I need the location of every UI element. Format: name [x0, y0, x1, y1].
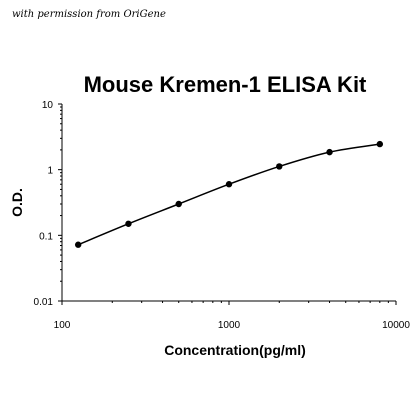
data-point	[376, 140, 384, 148]
data-points	[74, 140, 384, 248]
data-point	[276, 163, 283, 170]
x-tick-label: 10000	[382, 320, 410, 331]
data-point	[125, 220, 132, 227]
y-axis-label: O.D.	[9, 188, 25, 217]
y-tick-label: 0.01	[34, 297, 54, 308]
data-point	[326, 148, 333, 156]
chart-axes	[61, 104, 396, 302]
tick-group: 0.01 0.1 1 10 100 1000 10000	[34, 100, 411, 331]
y-tick-label: 0.1	[39, 231, 53, 242]
y-tick-label: 10	[42, 100, 54, 111]
data-point	[225, 181, 233, 188]
data-point	[74, 241, 82, 248]
data-point	[175, 200, 182, 208]
x-tick-label: 100	[54, 320, 71, 331]
watermark-text: with permission from OriGene	[12, 9, 166, 20]
chart-title: Mouse Kremen-1 ELISA Kit	[83, 72, 367, 97]
fit-curve	[77, 143, 380, 246]
x-axis-label: Concentration(pg/ml)	[164, 342, 306, 358]
x-tick-label: 1000	[218, 320, 241, 331]
y-tick-label: 1	[47, 166, 53, 177]
